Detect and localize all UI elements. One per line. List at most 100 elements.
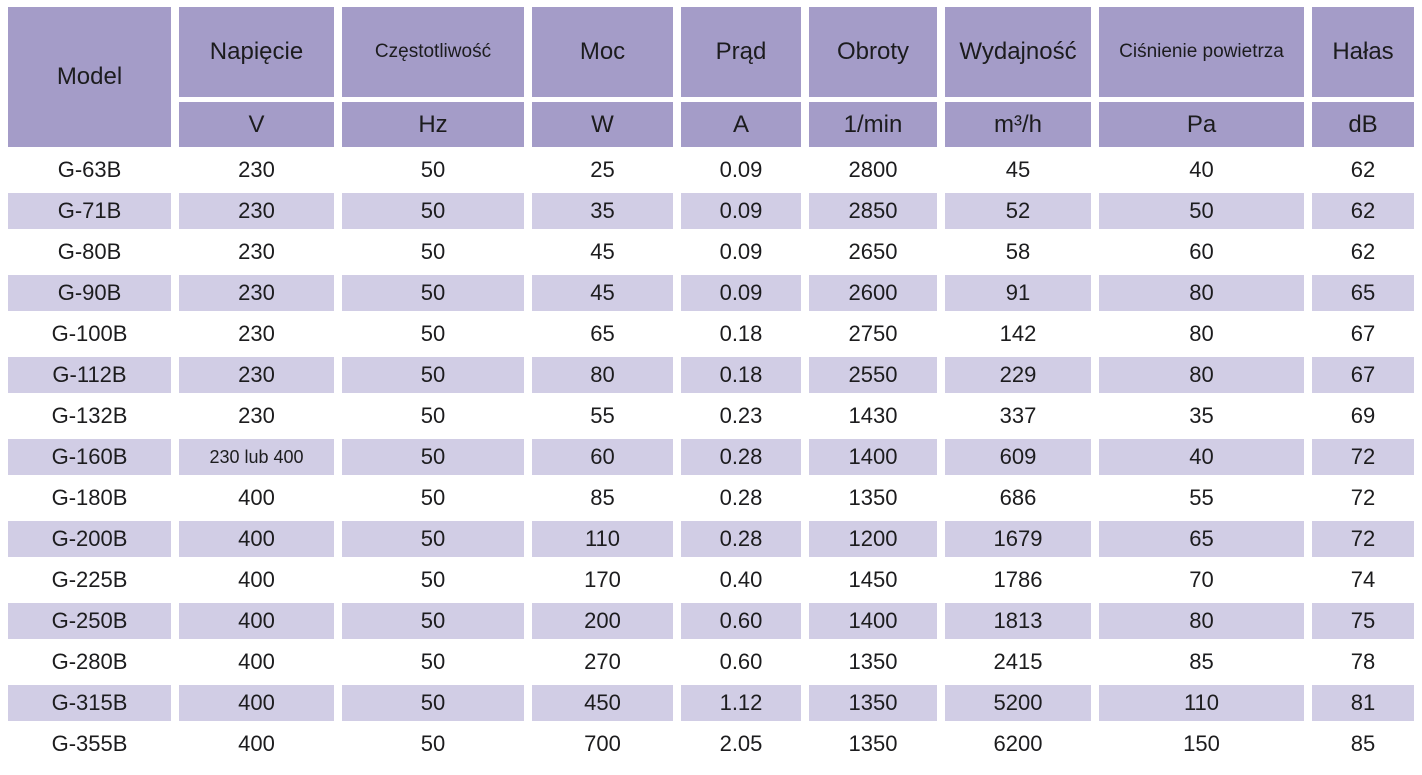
value-cell: 230 [238,403,275,428]
value-cell: 1786 [993,567,1043,592]
model-cell: G-63B [57,157,122,182]
table-row: G-132B 230 50 55 0.23 1430 337 35 69 [8,398,1414,434]
value-cell: 40 [1099,439,1304,475]
value-cell: 0.60 [719,649,763,674]
value-cell: 0.23 [719,403,763,428]
table-row: G-112B 230 50 80 0.18 2550 229 80 67 [8,357,1414,393]
column-unit-2: Hz [342,102,524,147]
value-cell: 0.09 [681,275,801,311]
value-cell: 1430 [848,403,898,428]
value-cell: 400 [238,567,275,592]
value-cell: 50 [1099,193,1304,229]
value-cell: 85 [1350,731,1376,756]
value-cell: 142 [999,321,1037,346]
value-cell: 110 [1099,685,1304,721]
value-cell: 55 [1189,485,1214,510]
value-cell: 2850 [809,193,937,229]
value-cell: 2415 [993,649,1043,674]
value-cell: 50 [342,603,524,639]
value-cell: 200 [532,603,673,639]
value-cell: 40 [1189,157,1214,182]
value-cell: 80 [1099,275,1304,311]
value-cell: 0.18 [681,357,801,393]
value-cell: 400 [179,603,334,639]
value-cell: 0.09 [719,239,763,264]
value-cell: 400 [179,685,334,721]
value-cell: 78 [1350,649,1376,674]
value-cell: 62 [1350,157,1376,182]
value-cell: 67 [1312,357,1414,393]
table-row: G-355B 400 50 700 2.05 1350 6200 150 85 [8,726,1414,762]
value-cell: 85 [1189,649,1214,674]
model-cell: G-355B [51,731,128,756]
column-unit-1: V [179,102,334,147]
value-cell: 2550 [809,357,937,393]
model-cell: G-80B [57,239,122,264]
value-cell: 80 [532,357,673,393]
value-cell: 230 [238,321,275,346]
value-cell: 337 [999,403,1037,428]
column-header-2: Częstotliwość [342,7,524,97]
value-cell: 81 [1312,685,1414,721]
value-cell: 52 [945,193,1091,229]
model-cell: G-160B [8,439,171,475]
value-cell: 50 [420,157,446,182]
value-cell: 2.05 [719,731,763,756]
value-cell: 80 [1099,603,1304,639]
value-cell: 0.09 [719,157,763,182]
column-header-5: Obroty [809,7,937,97]
value-cell: 400 [238,649,275,674]
table-row: G-280B 400 50 270 0.60 1350 2415 85 78 [8,644,1414,680]
value-cell: 72 [1350,485,1376,510]
value-cell: 60 [532,439,673,475]
value-cell: 58 [1005,239,1031,264]
column-header-7: Ciśnienie powietrza [1099,7,1304,97]
model-cell: G-90B [8,275,171,311]
value-cell: 0.28 [681,521,801,557]
model-cell: G-180B [51,485,128,510]
value-cell: 0.28 [681,439,801,475]
table-row: G-63B 230 50 25 0.09 2800 45 40 62 [8,152,1414,188]
value-cell: 91 [945,275,1091,311]
value-cell: 70 [1189,567,1214,592]
value-cell: 65 [590,321,615,346]
value-cell: 400 [238,485,275,510]
header-label-row: Model Napięcie Częstotliwość Moc Prąd Obroty W… [8,7,1414,147]
value-cell: 2650 [848,239,898,264]
header-unit-row: V Hz W A 1/min m³/h Pa dB [8,102,1414,147]
value-cell: 74 [1350,567,1376,592]
value-cell: 1400 [809,603,937,639]
value-cell: 700 [584,731,621,756]
table-header: Model Napięcie Częstotliwość Moc Prąd Obroty W… [8,7,1414,147]
value-cell: 686 [999,485,1037,510]
value-cell: 50 [342,357,524,393]
value-cell: 1350 [848,731,898,756]
value-cell: 69 [1350,403,1376,428]
table-row: G-225B 400 50 170 0.40 1450 1786 70 74 [8,562,1414,598]
value-cell: 72 [1312,439,1414,475]
model-cell: G-71B [8,193,171,229]
column-unit-7: Pa [1099,102,1304,147]
value-cell: 50 [420,567,446,592]
column-unit-6: m³/h [945,102,1091,147]
value-cell: 450 [532,685,673,721]
value-cell: 0.09 [681,193,801,229]
value-cell: 270 [584,649,621,674]
model-cell: G-132B [51,403,128,428]
table-row: G-200B 400 50 110 0.28 1200 1679 65 72 [8,521,1414,557]
value-cell: 230 lub 400 [179,439,334,475]
value-cell: 50 [420,485,446,510]
value-cell: 2800 [848,157,898,182]
value-cell: 230 [238,157,275,182]
table-row: G-160B 230 lub 400 50 60 0.28 1400 609 40 72 [8,439,1414,475]
column-unit-8: dB [1312,102,1414,147]
value-cell: 65 [1312,275,1414,311]
value-cell: 72 [1312,521,1414,557]
value-cell: 50 [342,685,524,721]
value-cell: 1350 [848,649,898,674]
table-row: G-90B 230 50 45 0.09 2600 91 80 65 [8,275,1414,311]
value-cell: 65 [1099,521,1304,557]
value-cell: 50 [420,321,446,346]
value-cell: 229 [945,357,1091,393]
